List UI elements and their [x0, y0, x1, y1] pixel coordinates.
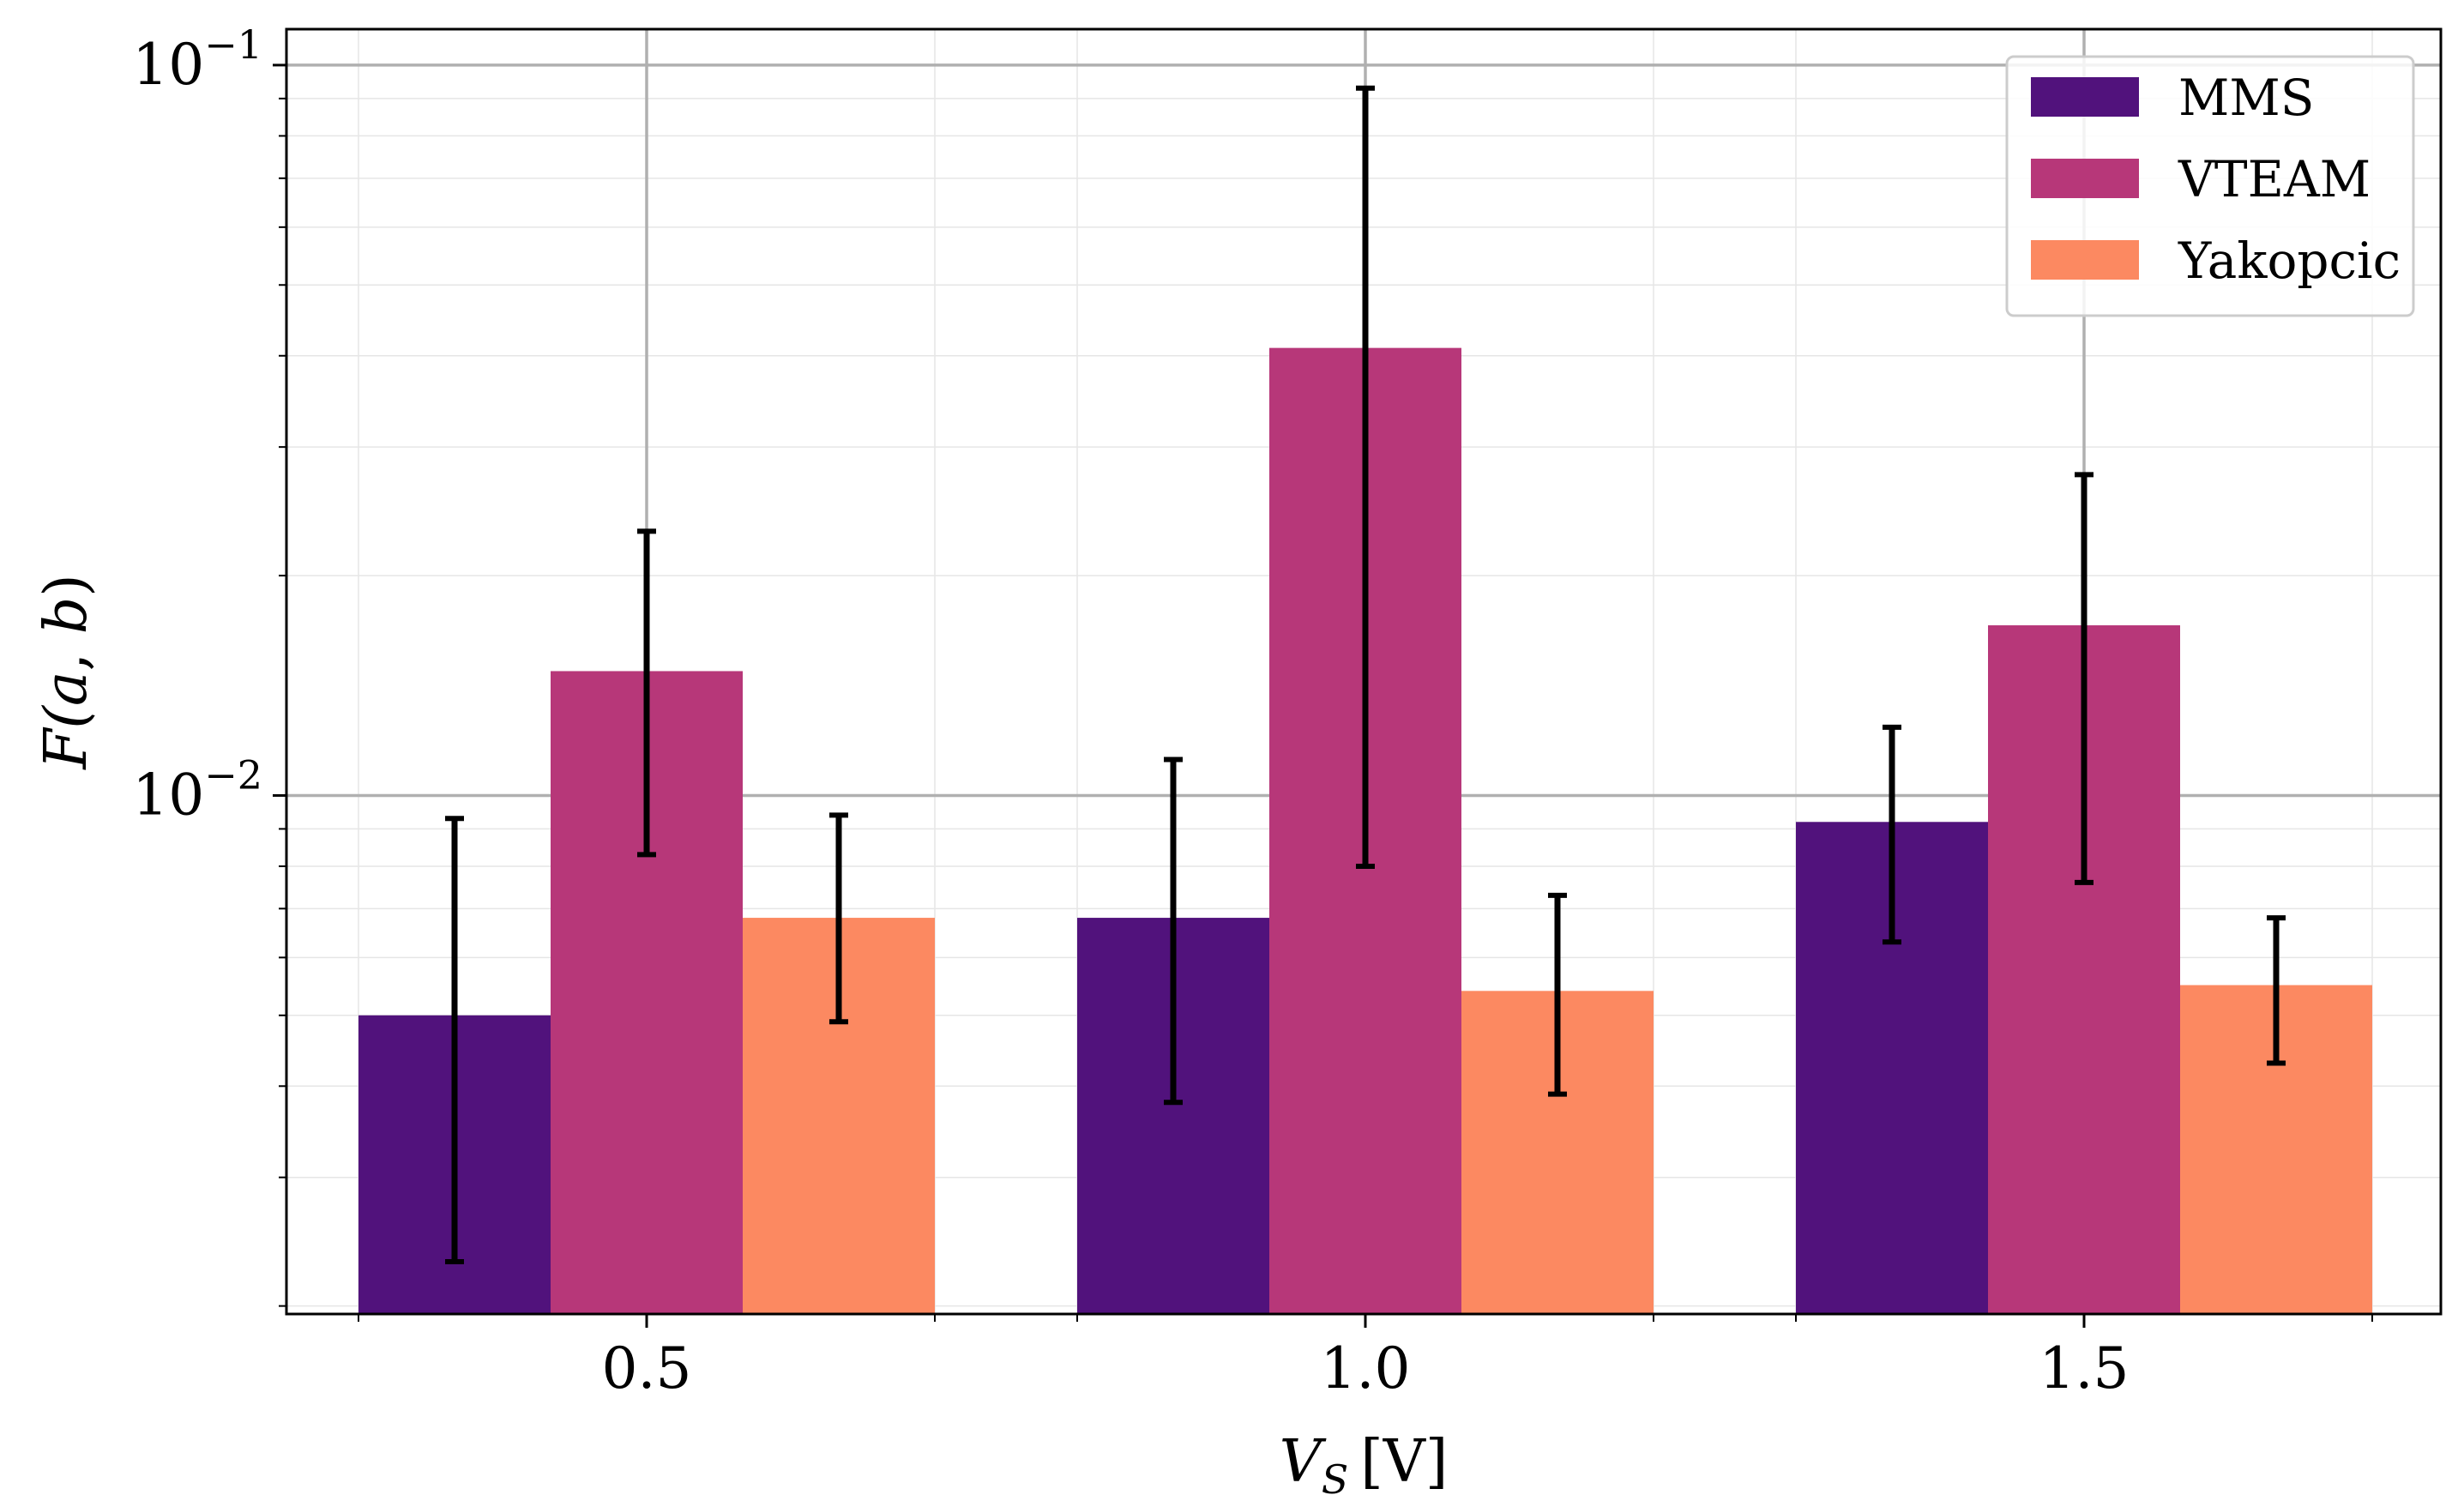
legend: MMS VTEAM Yakopcic: [2005, 55, 2415, 317]
x-tick-label: 1.5: [2039, 1335, 2130, 1402]
y-tick-label: 10−1: [132, 21, 262, 98]
error-bars: [445, 85, 2286, 1264]
legend-label-mms: MMS: [2178, 69, 2315, 127]
legend-swatch-yakopcic: [2031, 240, 2139, 280]
y-ticks: 10−1 10−2: [132, 21, 286, 1307]
legend-swatch-vteam: [2031, 159, 2139, 198]
legend-label-yakopcic: Yakopcic: [2178, 232, 2401, 290]
x-tick-label: 0.5: [602, 1335, 692, 1402]
y-tick-label: 10−2: [132, 751, 262, 828]
x-tick-label: 1.0: [1321, 1335, 1411, 1402]
legend-swatch-mms: [2031, 77, 2139, 117]
bars: [358, 347, 2372, 1314]
plot-frame: [285, 27, 2443, 1316]
legend-label-vteam: VTEAM: [2178, 150, 2371, 208]
x-ticks: 0.5 1.0 1.5: [358, 1314, 2373, 1402]
y-axis-label: F(a, b): [33, 574, 100, 771]
x-axis-label: VS [V]: [1280, 1428, 1449, 1503]
